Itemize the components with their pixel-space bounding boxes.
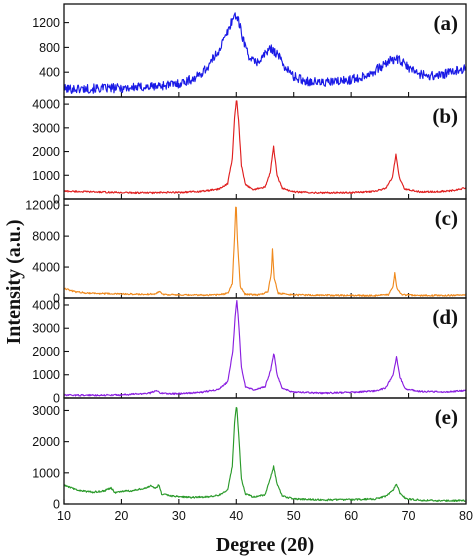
diffraction-series-line [63, 100, 467, 195]
y-tick-label: 8000 [32, 230, 60, 244]
panel-label: (e) [435, 405, 458, 429]
panel-c: 0 4000 8000 12000 (c) [25, 198, 467, 306]
y-tick-label: 12000 [25, 199, 60, 213]
panel-frame [63, 397, 467, 505]
y-tick-label: 0 [53, 498, 60, 512]
y-tick-label: 3000 [32, 121, 60, 135]
x-tick-label: 10 [57, 509, 71, 523]
panel-label: (b) [432, 104, 458, 128]
x-tick-label: 80 [459, 509, 473, 523]
diffraction-series-line [63, 300, 467, 397]
y-tick-label: 0 [53, 193, 60, 207]
y-tick-label: 800 [39, 41, 60, 55]
panel-label: (a) [434, 11, 459, 35]
y-tick-label: 4000 [32, 98, 60, 112]
panel-d: 0 1000 2000 3000 4000 (d) [32, 297, 467, 406]
y-tick-label: 2000 [32, 145, 60, 159]
y-tick-label: 1000 [32, 466, 60, 480]
x-tick-label: 20 [114, 509, 128, 523]
panel-a: 400 800 1200 (a) [32, 3, 467, 98]
panel-frame [63, 198, 467, 299]
y-tick-label: 3000 [32, 322, 60, 336]
y-tick-label: 1200 [32, 16, 60, 30]
diffraction-series-line [63, 406, 467, 503]
diffraction-series-line [63, 206, 467, 297]
panel-label: (c) [435, 206, 458, 230]
x-tick-label: 40 [229, 509, 243, 523]
y-tick-label: 2000 [32, 435, 60, 449]
y-tick-label: 0 [53, 392, 60, 406]
y-tick-label: 4000 [32, 261, 60, 275]
y-tick-label: 1000 [32, 169, 60, 183]
panel-frame [63, 297, 467, 399]
diffraction-series-line [63, 12, 467, 94]
x-tick-label: 60 [344, 509, 358, 523]
x-tick-label: 30 [172, 509, 186, 523]
y-axis-title: Intensity (a.u.) [3, 219, 25, 344]
x-tick-label: 70 [402, 509, 416, 523]
y-tick-label: 0 [53, 292, 60, 306]
y-tick-label: 1000 [32, 368, 60, 382]
panel-label: (d) [432, 305, 458, 329]
y-tick-label: 400 [39, 66, 60, 80]
y-tick-label: 2000 [32, 345, 60, 359]
y-tick-label: 3000 [32, 404, 60, 418]
panel-b: 0 1000 2000 3000 4000 (b) [32, 96, 467, 207]
panel-e: 0 1000 2000 3000 (e) [32, 397, 467, 512]
y-tick-label: 4000 [32, 298, 60, 312]
panel-frame [63, 96, 467, 200]
x-tick-label: 50 [287, 509, 301, 523]
x-axis-title: Degree (2θ) [216, 534, 314, 556]
